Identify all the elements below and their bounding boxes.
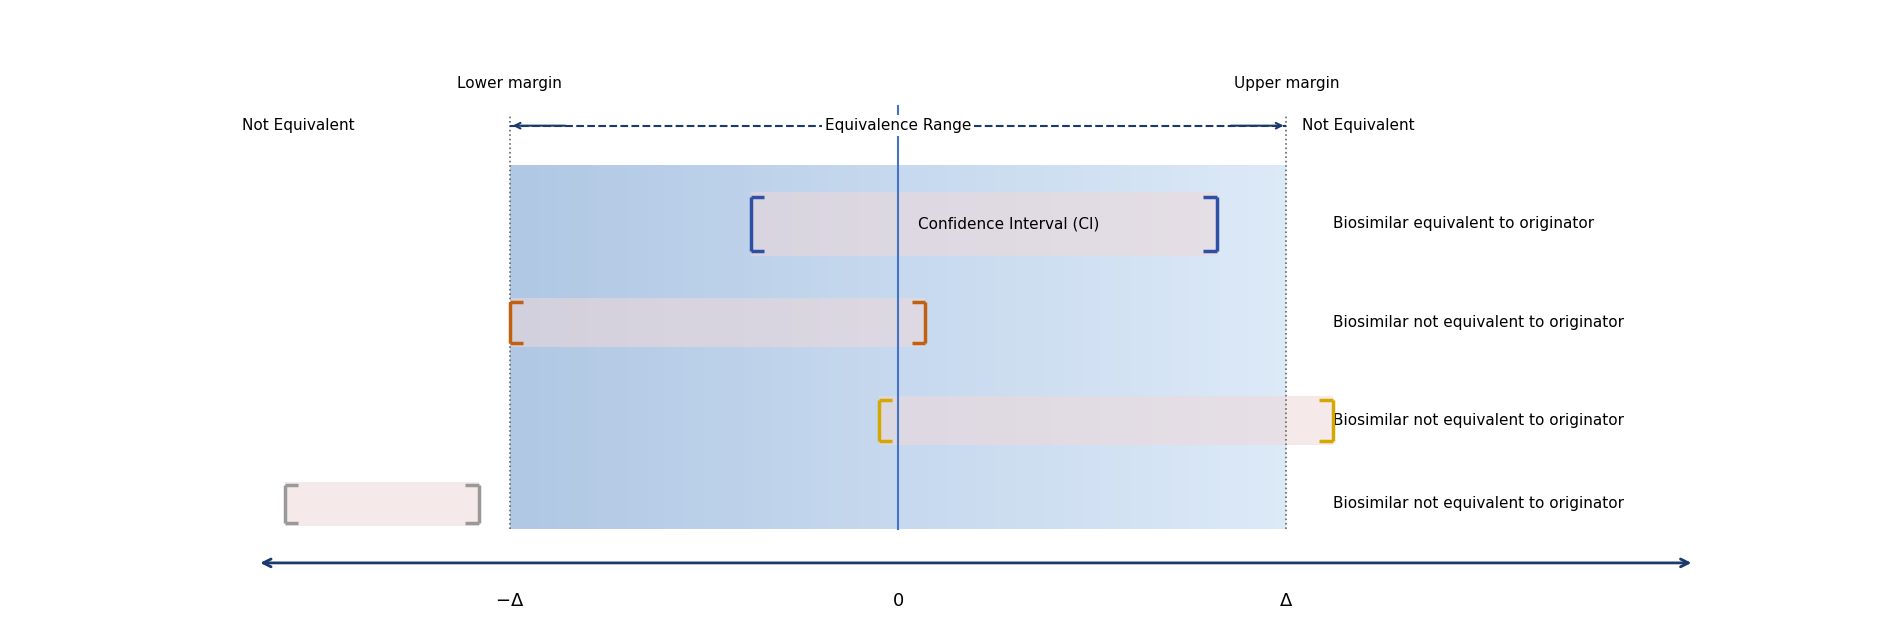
Bar [821,165,830,528]
Bar [617,165,626,528]
Bar [1005,165,1015,528]
Bar [548,165,558,528]
Bar [529,165,539,528]
Bar [1072,165,1083,528]
Bar [762,165,771,528]
Bar [880,396,1333,445]
Bar [588,165,598,528]
Bar [645,165,655,528]
Bar [598,165,607,528]
Bar [520,165,529,528]
Bar [664,165,674,528]
Bar [636,165,645,528]
Text: Upper margin: Upper margin [1234,77,1339,91]
Bar [986,165,996,528]
Bar [752,165,762,528]
Bar [946,165,956,528]
Bar [655,165,664,528]
Bar [1083,165,1093,528]
Bar [1169,165,1180,528]
Bar [1160,165,1169,528]
Bar [783,165,792,528]
Bar [899,165,908,528]
Bar [1024,165,1034,528]
Bar [830,165,840,528]
Bar [1219,165,1228,528]
Text: Biosimilar not equivalent to originator: Biosimilar not equivalent to originator [1333,413,1624,428]
Bar [733,165,743,528]
Bar [889,165,899,528]
Bar [1257,165,1266,528]
Bar [558,165,567,528]
Bar [918,165,927,528]
Bar [880,165,889,528]
Bar [956,165,965,528]
Bar [1102,165,1112,528]
Bar [1121,165,1131,528]
Bar [750,192,1217,256]
Bar [607,165,617,528]
Bar [1266,165,1278,528]
Text: $-\Delta$: $-\Delta$ [495,592,524,611]
Text: Biosimilar not equivalent to originator: Biosimilar not equivalent to originator [1333,496,1624,512]
Bar [1015,165,1024,528]
Bar [996,165,1005,528]
Bar [1209,165,1219,528]
Bar [284,482,478,526]
Bar [965,165,975,528]
Bar [510,297,925,347]
Bar [1190,165,1200,528]
Text: Not Equivalent: Not Equivalent [1302,118,1415,133]
Bar [908,165,918,528]
Bar [927,165,937,528]
Bar [685,165,695,528]
Bar [1062,165,1072,528]
Bar [539,165,548,528]
Text: 0: 0 [893,592,904,611]
Text: Not Equivalent: Not Equivalent [242,118,354,133]
Text: $\Delta$: $\Delta$ [1279,592,1293,611]
Bar [1140,165,1150,528]
Bar [1278,165,1287,528]
Bar [937,165,946,528]
Bar [811,165,821,528]
Text: Biosimilar equivalent to originator: Biosimilar equivalent to originator [1333,216,1594,232]
Bar [849,165,859,528]
Bar [859,165,868,528]
Bar [802,165,811,528]
Bar [626,165,636,528]
Bar [577,165,588,528]
Bar [975,165,986,528]
Bar [840,165,849,528]
Bar [724,165,733,528]
Bar [771,165,783,528]
Bar [1053,165,1062,528]
Bar [1238,165,1247,528]
Bar [567,165,577,528]
Bar [714,165,724,528]
Bar [1034,165,1043,528]
Bar [1247,165,1257,528]
Text: Biosimilar not equivalent to originator: Biosimilar not equivalent to originator [1333,315,1624,330]
Bar [1131,165,1140,528]
Bar [1200,165,1209,528]
Bar [695,165,704,528]
Bar [743,165,752,528]
Bar [704,165,714,528]
Bar [1150,165,1160,528]
Bar [1112,165,1121,528]
Bar [868,165,880,528]
Bar [1043,165,1053,528]
Text: Lower margin: Lower margin [457,77,562,91]
Bar [1093,165,1102,528]
Bar [674,165,685,528]
Text: Confidence Interval (CI): Confidence Interval (CI) [918,216,1099,232]
Bar [1180,165,1190,528]
Bar [510,165,520,528]
Bar [792,165,802,528]
Text: Equivalence Range: Equivalence Range [824,118,971,133]
Bar [1228,165,1238,528]
